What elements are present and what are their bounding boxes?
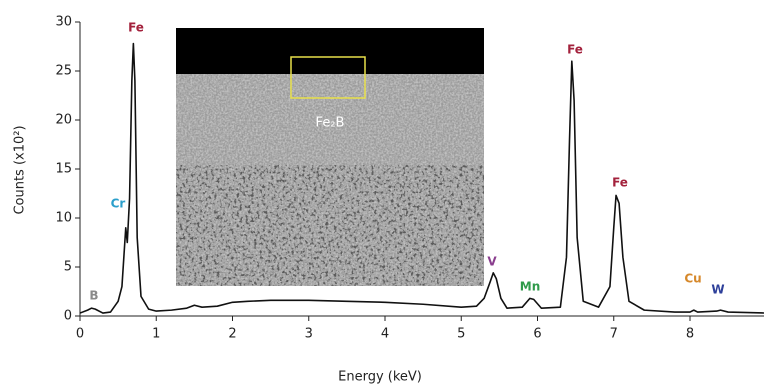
y-tick-label: 10	[55, 211, 72, 226]
y-tick-label: 5	[64, 260, 72, 275]
x-tick-label: 6	[533, 327, 541, 342]
y-tick-label: 20	[55, 113, 72, 128]
x-tick-label: 4	[381, 327, 389, 342]
y-tick-label: 0	[64, 309, 72, 324]
inset-label: Fe₂B	[316, 116, 345, 131]
x-tick-label: 1	[152, 327, 160, 342]
peak-label: Mn	[520, 280, 540, 294]
x-tick-label: 8	[686, 327, 694, 342]
y-tick-label: 15	[55, 162, 72, 177]
peak-label: Cr	[111, 197, 126, 211]
peak-label: W	[711, 283, 724, 297]
chart: Fe₂B Energy (keV) Counts (x10²) 05101520…	[0, 0, 764, 388]
y-tick-label: 30	[55, 15, 72, 30]
x-tick-label: 0	[76, 327, 84, 342]
peak-label: B	[89, 289, 98, 303]
x-tick-label: 7	[610, 327, 618, 342]
x-axis-label: Energy (keV)	[338, 370, 422, 385]
x-tick-label: 3	[305, 327, 313, 342]
peak-label: Fe	[567, 43, 583, 57]
y-axis-label: Counts (x10²)	[13, 125, 28, 214]
y-tick-label: 25	[55, 64, 72, 79]
peak-label: Fe	[128, 21, 144, 35]
inset-image: Fe₂B	[176, 28, 484, 286]
x-tick-label: 5	[457, 327, 465, 342]
x-tick-label: 2	[228, 327, 236, 342]
peak-label: V	[487, 255, 497, 269]
peak-label: Cu	[684, 272, 701, 286]
peak-label: Fe	[612, 176, 628, 190]
